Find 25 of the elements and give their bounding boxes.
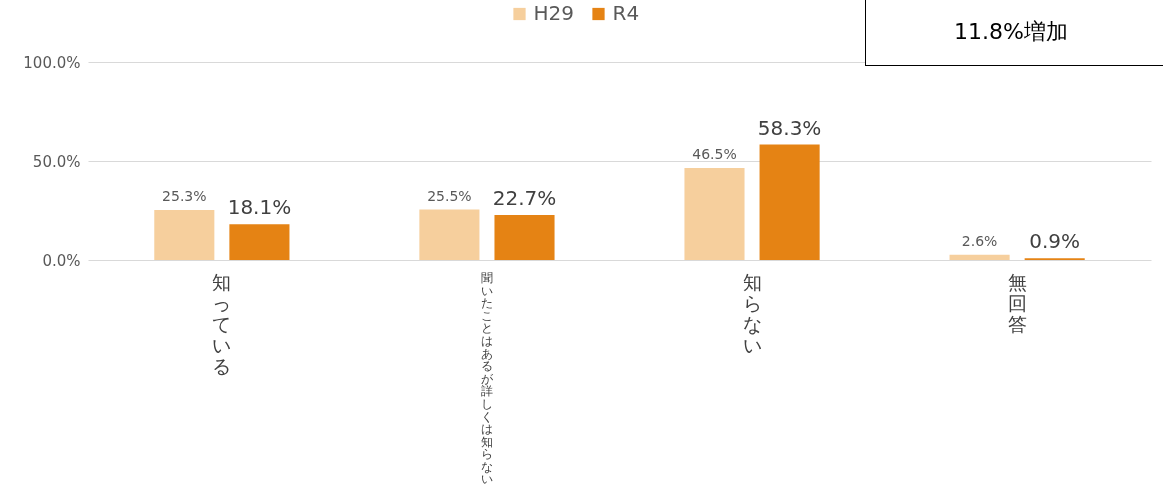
data-label: 25.3% bbox=[162, 187, 207, 204]
x-tick-label: 無回答 bbox=[1007, 270, 1027, 335]
bar bbox=[229, 224, 290, 260]
bar bbox=[154, 209, 215, 260]
legend-label: H29 bbox=[533, 1, 574, 25]
data-label: 25.5% bbox=[427, 187, 472, 204]
bar bbox=[949, 254, 1010, 260]
data-label: 58.3% bbox=[757, 115, 822, 140]
y-tick-label: 50.0% bbox=[32, 152, 81, 171]
legend-label: R4 bbox=[612, 1, 640, 25]
category-label: 聞いたことはあるが詳しくは知らない bbox=[480, 271, 493, 487]
x-tick-label: 知っている bbox=[212, 270, 232, 377]
x-tick-label: 知らない bbox=[742, 270, 762, 356]
bar bbox=[759, 144, 820, 260]
data-label: 22.7% bbox=[492, 186, 557, 211]
note-box: 11.8%増加 bbox=[865, 0, 1163, 66]
y-tick-label: 0.0% bbox=[42, 251, 81, 270]
y-tick-label: 100.0% bbox=[23, 53, 81, 72]
data-label: 2.6% bbox=[961, 232, 998, 249]
bar bbox=[684, 167, 745, 260]
data-label: 18.1% bbox=[227, 195, 292, 220]
bar bbox=[494, 215, 555, 260]
data-label: 0.9% bbox=[1029, 229, 1081, 254]
data-label: 46.5% bbox=[692, 145, 737, 162]
bar bbox=[419, 209, 480, 260]
